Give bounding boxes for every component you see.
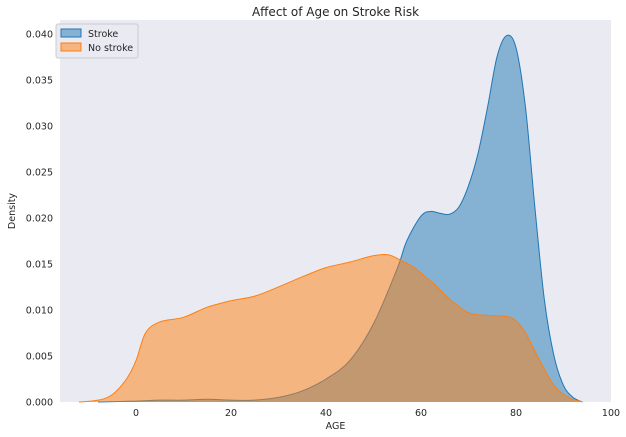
x-tick-label: 60	[415, 408, 427, 419]
x-tick-label: 100	[602, 408, 620, 419]
y-tick-label: 0.000	[26, 398, 53, 409]
x-tick-label: 40	[320, 408, 332, 419]
y-axis-ticks: 0.000 0.005 0.010 0.015 0.020 0.025 0.030 0.035…	[26, 29, 53, 408]
x-tick-label: 0	[133, 408, 139, 419]
x-axis-label: AGE	[326, 421, 346, 432]
y-tick-label: 0.015	[26, 259, 53, 270]
y-axis-label: Density	[7, 193, 18, 229]
legend-swatch-stroke	[60, 28, 82, 38]
y-tick-label: 0.040	[26, 29, 53, 40]
legend-label-no-stroke: No stroke	[88, 43, 133, 54]
y-tick-label: 0.030	[26, 121, 53, 132]
series-area-1	[79, 254, 583, 402]
y-tick-label: 0.020	[26, 213, 53, 224]
x-tick-label: 20	[225, 408, 237, 419]
legend-label-stroke: Stroke	[88, 29, 118, 40]
x-tick-label: 80	[510, 408, 522, 419]
series-line-1	[78, 253, 583, 403]
y-tick-label: 0.035	[26, 75, 53, 86]
legend-swatch-no-stroke	[60, 42, 82, 52]
y-tick-label: 0.010	[26, 305, 53, 316]
y-tick-label: 0.005	[26, 351, 53, 362]
y-tick-label: 0.025	[26, 167, 53, 178]
legend: Stroke No stroke	[55, 23, 139, 59]
x-axis-ticks: 0 20 40 60 80 100	[133, 408, 620, 419]
chart-title: Affect of Age on Stroke Risk	[252, 5, 419, 19]
density-areas	[78, 34, 583, 403]
